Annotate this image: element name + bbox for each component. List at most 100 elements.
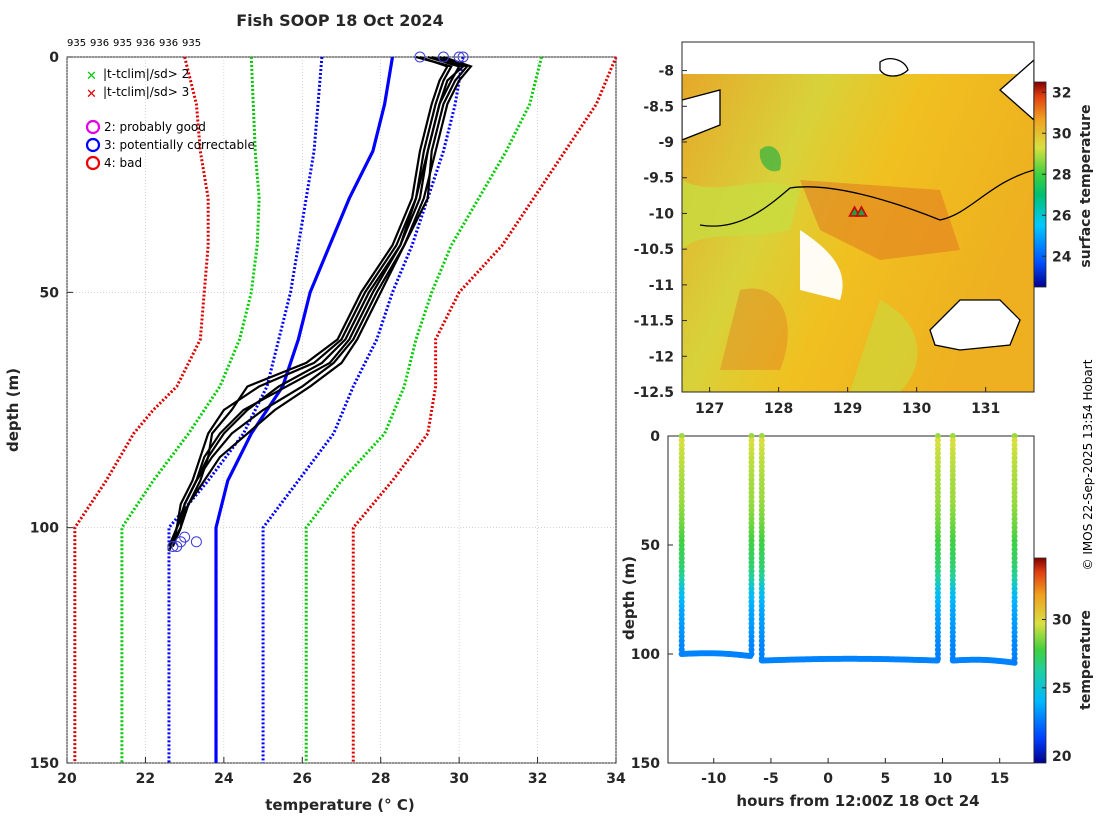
qc-circle: [179, 531, 191, 543]
cast-point: [678, 620, 685, 627]
cast-point: [1011, 611, 1018, 618]
deployment-label: 935: [182, 38, 201, 49]
cast-point: [758, 463, 765, 470]
cast-point: [949, 585, 956, 592]
cast-point: [949, 467, 956, 474]
cast-point: [758, 437, 765, 444]
sst-colorbar-tick-label: 28: [1052, 167, 1071, 183]
cast-point: [1011, 494, 1018, 501]
cast-point: [949, 546, 956, 553]
cast-point: [758, 485, 765, 492]
cast-point: [1011, 515, 1018, 522]
cast-point: [758, 542, 765, 548]
cast-point: [934, 555, 941, 562]
cast-point: [678, 511, 685, 518]
cast-point: [748, 611, 755, 618]
temperature-colorbar-ticks: 20 25 30: [1042, 613, 1072, 765]
legend-x-green-label: |t-tclim|/sd> 2: [103, 67, 189, 81]
cast-point: [949, 624, 956, 631]
cast-point: [758, 637, 765, 644]
x-tick-label: 22: [136, 771, 155, 787]
cast-point: [1011, 502, 1018, 509]
climatology-bound-plus1sd: [261, 56, 465, 763]
profile-axes-frame: [66, 56, 617, 764]
cast-point: [1011, 624, 1018, 631]
map-y-tick-label: -11: [649, 278, 674, 294]
cast-point: [1011, 589, 1018, 596]
map-x-ticks: 127 128 129 130 131: [695, 387, 1000, 417]
map-y-tick-label: -12.5: [634, 385, 674, 401]
cast-point: [1011, 546, 1018, 553]
cast-point: [748, 511, 755, 518]
cast-point: [758, 467, 765, 474]
cast-point: [678, 559, 685, 566]
cast-point: [758, 446, 765, 453]
time-x-tick-label: 5: [880, 771, 890, 787]
cast-point: [934, 563, 941, 570]
cast-point: [758, 546, 765, 553]
sst-colorbar-tick-label: 32: [1052, 85, 1071, 101]
cast-point: [678, 624, 685, 631]
time-x-tick-label: -10: [701, 771, 727, 787]
cast-point: [758, 494, 765, 501]
map-x-tick-label: 128: [764, 401, 793, 417]
cast-point: [758, 537, 765, 544]
climatology-mean-line: [214, 56, 395, 763]
cast-point: [934, 550, 941, 557]
cast-point: [934, 450, 941, 457]
cast-point: [1011, 659, 1018, 666]
profile-plot: 20 22 24 26 28 30 32 34 0 50 100 150 temperature (…: [4, 50, 626, 814]
cast-point: [949, 633, 956, 640]
cast-point: [1011, 463, 1018, 470]
cast-point: [934, 576, 941, 583]
cast-point: [1011, 594, 1018, 601]
time-x-label: hours from 12:00Z 18 Oct 24: [736, 792, 979, 810]
legend-circle-red: [85, 155, 101, 171]
map-y-tick-label: -12: [649, 349, 674, 365]
climatology-bound-minus2sd: [120, 56, 261, 763]
time-y-ticks: 0 50 100 150: [631, 429, 673, 772]
x-tick-label: 20: [57, 771, 77, 787]
cast-point: [758, 515, 765, 522]
deployment-label: 936: [136, 38, 155, 49]
cast-point: [934, 542, 941, 548]
cast-point: [758, 620, 765, 627]
cast-point: [934, 581, 941, 588]
cast-point: [758, 563, 765, 570]
climatology-bounds: [73, 56, 618, 763]
cast-point: [748, 437, 755, 444]
cast-point: [758, 607, 765, 614]
map-y-tick-label: -10: [649, 206, 675, 222]
cast-point: [1011, 476, 1018, 483]
cast-point: [1011, 485, 1018, 492]
cast-point: [748, 537, 755, 544]
chart-title: Fish SOOP 18 Oct 2024: [236, 11, 444, 30]
cast-point: [678, 546, 685, 553]
cast-point: [949, 489, 956, 496]
cast-point: [748, 581, 755, 588]
cast-point: [949, 642, 956, 649]
cast-point: [934, 524, 941, 531]
map-y-tick-label: -10.5: [634, 242, 674, 258]
cast-point: [949, 646, 956, 653]
cast-point: [758, 624, 765, 631]
cast-point: [1011, 472, 1018, 479]
temperature-profile-5: [175, 55, 473, 538]
cast-point: [758, 528, 765, 535]
legend-circle-blue-label: 3: potentially correctable: [104, 138, 255, 152]
cast-point: [949, 520, 956, 527]
cast-point: [1011, 576, 1018, 583]
qc-circle: [414, 51, 426, 63]
cast-tracks: [678, 433, 1018, 666]
cast-point: [949, 515, 956, 522]
cast-point: [748, 515, 755, 522]
cast-point: [1011, 437, 1018, 444]
cast-point: [1011, 633, 1018, 640]
time-x-tick-label: 0: [823, 771, 833, 787]
cast-point: [949, 537, 956, 544]
cast-point: [678, 542, 685, 548]
cast-point: [934, 459, 941, 466]
time-depth-plot: -10 -5 0 5 10 15 0 50 100 150 hours from 12:00Z …: [620, 429, 1094, 810]
time-y-tick-label: 100: [631, 647, 660, 663]
cast-point: [949, 594, 956, 601]
